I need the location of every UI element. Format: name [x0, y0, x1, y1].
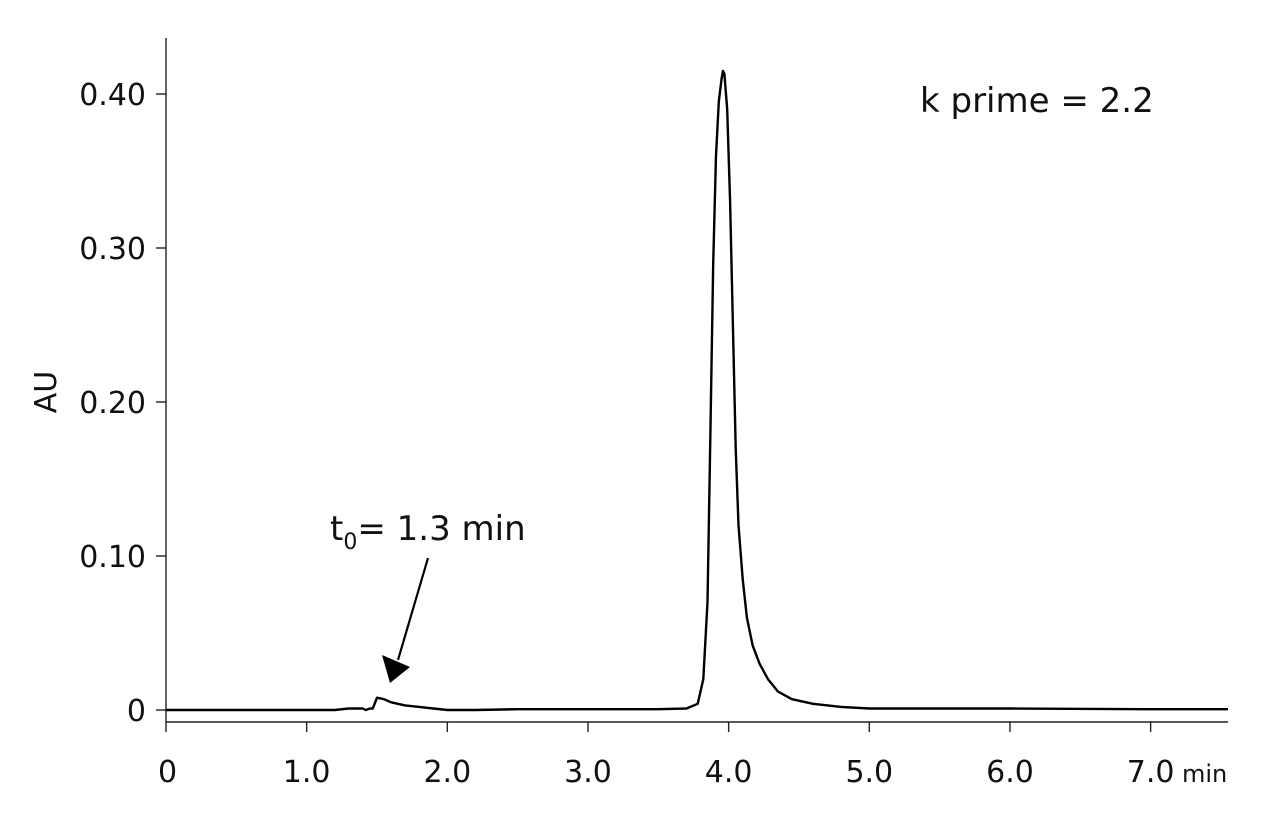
annotations: k prime = 2.2 t0= 1.3 min — [330, 81, 1154, 683]
t0-arrow-shaft — [396, 557, 430, 661]
y-tick-label: 0 — [127, 694, 146, 729]
x-tick-label: 4.0 — [705, 755, 753, 790]
y-tick-label: 0.40 — [79, 78, 146, 113]
y-tick-label: 0.30 — [79, 232, 146, 267]
x-axis-unit-label: min — [1182, 760, 1227, 788]
y-axis-label: AU — [29, 371, 64, 413]
t0-symbol: t — [330, 509, 343, 549]
y-tick-label: 0.20 — [79, 386, 146, 421]
x-tick-label: 2.0 — [423, 755, 471, 790]
t0-subscript: 0 — [343, 530, 357, 555]
t0-annotation: t0= 1.3 min — [330, 509, 526, 555]
x-ticks: 0 1.0 2.0 3.0 4.0 5.0 6.0 7.0 — [158, 722, 1174, 790]
x-tick-label: 0 — [158, 755, 177, 790]
y-ticks: 0 0.10 0.20 0.30 0.40 — [79, 78, 166, 729]
kprime-annotation: k prime = 2.2 — [920, 81, 1154, 121]
t0-value: = 1.3 min — [357, 509, 525, 549]
series-line-chromatogram — [166, 69, 1228, 712]
t0-arrow-head — [382, 655, 410, 683]
x-tick-label: 7.0 — [1127, 755, 1175, 790]
x-tick-label: 6.0 — [986, 755, 1034, 790]
axes — [165, 38, 1228, 723]
x-tick-label: 1.0 — [283, 755, 331, 790]
x-tick-label: 3.0 — [564, 755, 612, 790]
x-tick-label: 5.0 — [845, 755, 893, 790]
y-tick-label: 0.10 — [79, 540, 146, 575]
